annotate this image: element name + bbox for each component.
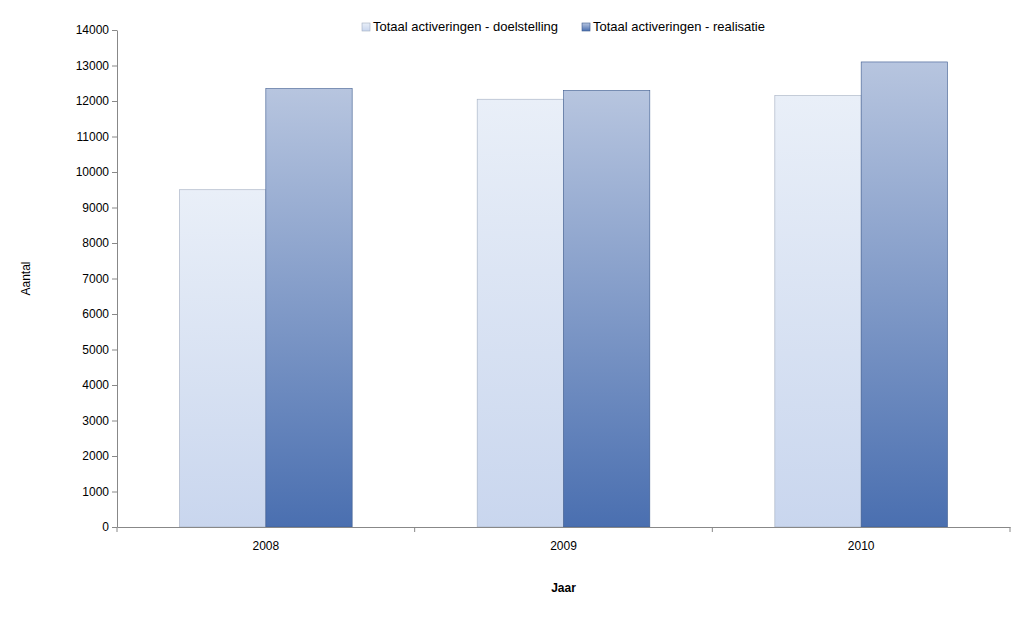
y-tick: 10000 bbox=[76, 165, 117, 179]
x-divider bbox=[117, 527, 118, 532]
y-tick-label: 11000 bbox=[77, 130, 110, 144]
y-tick: 0 bbox=[102, 520, 117, 534]
y-tick-label: 2000 bbox=[82, 449, 109, 463]
y-tick: 8000 bbox=[82, 236, 117, 250]
y-tick-label: 10000 bbox=[76, 165, 110, 179]
plot: 0 1000 2000 3000 4000 5000 6000 7000 8000 9000 100… bbox=[76, 23, 1011, 552]
y-tick-label: 4000 bbox=[82, 378, 109, 392]
bar bbox=[861, 62, 947, 527]
y-tick-label: 1000 bbox=[82, 485, 109, 499]
y-tick: 7000 bbox=[82, 272, 117, 286]
x-axis: 2008 2009 2010 bbox=[117, 527, 1011, 553]
y-tick-label: 6000 bbox=[82, 307, 109, 321]
legend-swatch bbox=[362, 23, 370, 31]
y-tick-label: 9000 bbox=[82, 201, 109, 215]
y-tick-label: 0 bbox=[102, 520, 109, 534]
y-tick-mark bbox=[112, 385, 117, 386]
bar bbox=[266, 89, 352, 527]
x-tick-label: 2008 bbox=[252, 539, 279, 553]
y-tick-mark bbox=[112, 421, 117, 422]
legend-swatch bbox=[582, 23, 590, 31]
legend-item: Totaal activeringen - doelstelling bbox=[362, 19, 558, 34]
x-tick: 2009 bbox=[550, 527, 577, 553]
y-tick: 2000 bbox=[82, 449, 117, 463]
x-divider bbox=[414, 527, 415, 532]
x-tick-label: 2009 bbox=[550, 539, 577, 553]
y-tick-label: 5000 bbox=[82, 343, 109, 357]
y-tick-mark bbox=[112, 30, 117, 31]
y-tick-label: 12000 bbox=[76, 94, 110, 108]
y-tick-mark bbox=[112, 172, 117, 173]
x-tick-label: 2010 bbox=[848, 539, 875, 553]
y-tick-mark bbox=[112, 137, 117, 138]
x-tick: 2008 bbox=[252, 527, 279, 553]
y-tick-label: 3000 bbox=[82, 414, 109, 428]
bar bbox=[180, 190, 266, 527]
y-tick-mark bbox=[112, 279, 117, 280]
chart: 0 1000 2000 3000 4000 5000 6000 7000 8000 9000 100… bbox=[0, 0, 1023, 625]
y-tick-label: 8000 bbox=[82, 236, 109, 250]
y-tick: 5000 bbox=[82, 343, 117, 357]
y-tick: 6000 bbox=[82, 307, 117, 321]
y-tick-mark bbox=[112, 456, 117, 457]
y-tick-mark bbox=[112, 101, 117, 102]
bar bbox=[564, 90, 650, 527]
y-tick: 12000 bbox=[76, 94, 117, 108]
y-tick-mark bbox=[112, 314, 117, 315]
legend-label: Totaal activeringen - doelstelling bbox=[373, 19, 558, 34]
y-tick-label: 13000 bbox=[76, 59, 110, 73]
x-divider bbox=[712, 527, 713, 532]
x-tick: 2010 bbox=[848, 527, 875, 553]
y-tick-mark bbox=[112, 527, 117, 528]
bars bbox=[180, 62, 948, 527]
bar bbox=[775, 96, 861, 527]
y-tick: 3000 bbox=[82, 414, 117, 428]
y-tick-mark bbox=[112, 243, 117, 244]
y-tick-label: 7000 bbox=[82, 272, 109, 286]
y-tick: 9000 bbox=[82, 201, 117, 215]
y-tick: 14000 bbox=[76, 23, 117, 37]
y-axis: 0 1000 2000 3000 4000 5000 6000 7000 8000 9000 100… bbox=[76, 23, 118, 534]
y-tick: 1000 bbox=[82, 485, 117, 499]
y-tick: 4000 bbox=[82, 378, 117, 392]
legend-label: Totaal activeringen - realisatie bbox=[593, 19, 765, 34]
y-tick: 13000 bbox=[76, 59, 117, 73]
y-tick-mark bbox=[112, 208, 117, 209]
y-axis-title: Aantal bbox=[19, 261, 33, 295]
x-divider bbox=[1010, 527, 1011, 532]
y-tick-mark bbox=[112, 66, 117, 67]
legend-item: Totaal activeringen - realisatie bbox=[582, 19, 765, 34]
legend: Totaal activeringen - doelstelling Totaal… bbox=[362, 19, 765, 34]
y-tick: 11000 bbox=[77, 130, 117, 144]
y-tick-label: 14000 bbox=[76, 23, 110, 37]
y-tick-mark bbox=[112, 350, 117, 351]
y-tick-mark bbox=[112, 492, 117, 493]
bar bbox=[477, 99, 563, 527]
x-axis-title: Jaar bbox=[551, 581, 576, 595]
x-axis-line bbox=[118, 527, 1011, 528]
y-axis-line bbox=[117, 31, 118, 528]
